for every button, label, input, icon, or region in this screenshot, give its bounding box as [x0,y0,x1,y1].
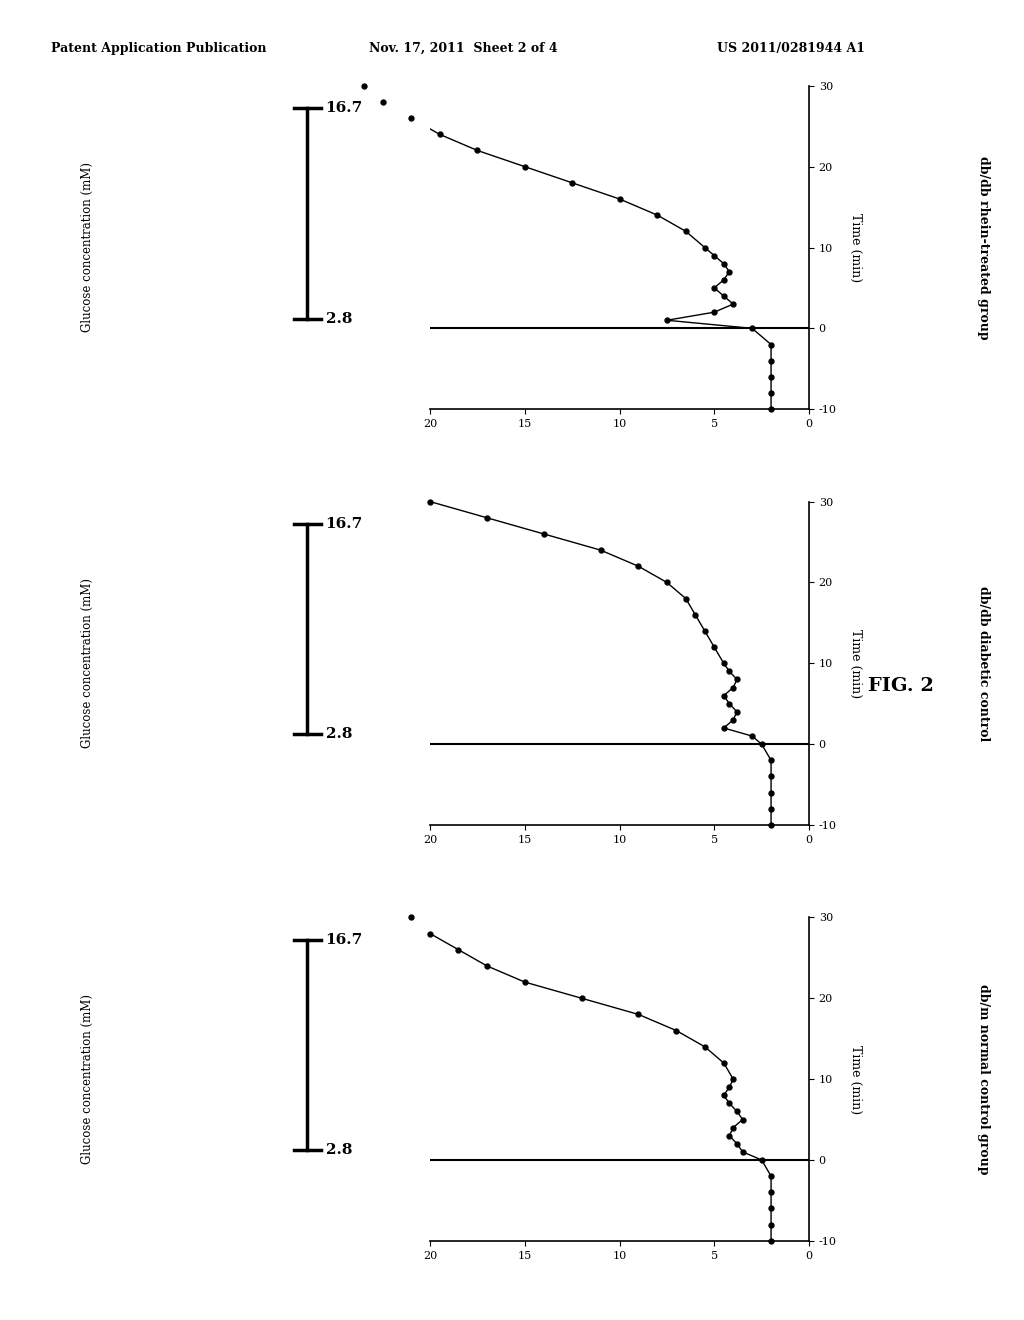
Text: Glucose concentration (mM): Glucose concentration (mM) [81,162,93,333]
Text: db/m normal control group: db/m normal control group [977,983,989,1175]
Point [478,956,496,977]
Point [763,1181,779,1203]
Text: Glucose concentration (mM): Glucose concentration (mM) [81,578,93,748]
Point [375,91,391,112]
Point [716,685,732,706]
Point [658,572,675,593]
Point [669,1020,685,1041]
Point [721,661,737,682]
Point [763,1199,779,1220]
Point [763,366,779,388]
Point [678,589,694,610]
Point [763,383,779,404]
Point [754,734,770,755]
Point [516,156,532,177]
Point [763,350,779,371]
Point [763,1166,779,1187]
Point [729,701,745,722]
Point [725,1117,741,1138]
Point [763,399,779,420]
Point [564,172,581,193]
Point [716,269,732,290]
Text: 16.7: 16.7 [326,517,362,531]
Point [431,124,447,145]
Point [658,310,675,331]
Point [743,726,760,747]
Text: Glucose concentration (mM): Glucose concentration (mM) [81,994,93,1164]
Point [678,220,694,242]
Point [721,1077,737,1098]
Point [469,140,485,161]
Text: 2.8: 2.8 [326,1143,352,1158]
Point [716,1052,732,1073]
Point [355,75,372,96]
Point [696,620,713,642]
Point [536,524,552,545]
Text: 16.7: 16.7 [326,933,362,946]
Point [592,540,608,561]
Point [707,246,723,267]
Point [478,507,496,528]
Text: 2.8: 2.8 [326,727,352,742]
Point [721,1093,737,1114]
Point [716,1085,732,1106]
Text: US 2011/0281944 A1: US 2011/0281944 A1 [717,42,865,55]
Point [725,709,741,730]
Y-axis label: Time (min): Time (min) [849,213,861,282]
Point [422,923,438,944]
Text: db/db diabetic control: db/db diabetic control [977,586,989,741]
Text: Nov. 17, 2011  Sheet 2 of 4: Nov. 17, 2011 Sheet 2 of 4 [369,42,557,55]
Point [729,1133,745,1154]
Point [721,261,737,282]
Point [649,205,666,226]
Point [725,1069,741,1090]
Point [725,677,741,698]
Point [402,907,420,928]
Point [573,987,590,1008]
Point [729,669,745,690]
Point [630,1003,647,1024]
Point [402,107,420,128]
Point [734,1142,751,1163]
Point [763,766,779,787]
Point [716,285,732,306]
Point [763,1214,779,1236]
Point [725,293,741,314]
Point [422,491,438,512]
Text: 2.8: 2.8 [326,312,352,326]
Point [611,189,628,210]
Point [451,940,467,961]
Point [516,972,532,993]
Text: 16.7: 16.7 [326,102,362,115]
Point [716,253,732,275]
Text: FIG. 2: FIG. 2 [868,677,934,696]
Point [734,1109,751,1130]
Point [743,318,760,339]
Point [707,277,723,298]
Point [721,1125,737,1146]
Point [729,1101,745,1122]
Point [763,750,779,771]
Point [696,238,713,259]
Point [687,605,703,626]
Point [630,556,647,577]
Point [763,1230,779,1251]
Text: Patent Application Publication: Patent Application Publication [51,42,266,55]
Point [754,1150,770,1171]
Point [763,799,779,820]
Point [696,1036,713,1057]
Point [721,693,737,714]
Point [716,652,732,673]
Point [716,718,732,739]
Point [707,302,723,323]
Point [707,636,723,657]
Point [763,814,779,836]
Y-axis label: Time (min): Time (min) [849,628,861,698]
Point [763,781,779,803]
Text: db/db rhein-treated group: db/db rhein-treated group [977,156,989,339]
Point [763,334,779,355]
Y-axis label: Time (min): Time (min) [849,1044,861,1114]
